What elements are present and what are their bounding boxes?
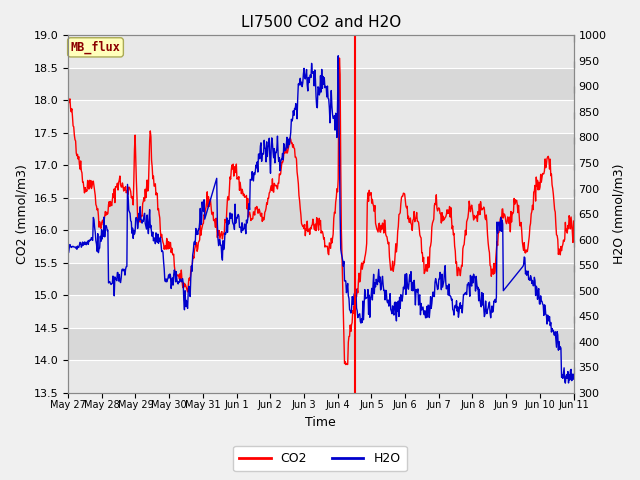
Bar	[68, 360, 573, 393]
Bar	[68, 100, 573, 133]
Y-axis label: H2O (mmol/m3): H2O (mmol/m3)	[612, 164, 625, 264]
Bar	[68, 263, 573, 295]
Bar	[68, 133, 573, 165]
Bar	[68, 328, 573, 360]
Bar	[68, 230, 573, 263]
Bar	[68, 165, 573, 198]
Bar	[68, 198, 573, 230]
Text: MB_flux: MB_flux	[70, 41, 120, 54]
Bar	[68, 295, 573, 328]
Legend: CO2, H2O: CO2, H2O	[233, 446, 407, 471]
X-axis label: Time: Time	[305, 416, 336, 429]
Bar	[68, 36, 573, 68]
Title: LI7500 CO2 and H2O: LI7500 CO2 and H2O	[241, 15, 401, 30]
Bar	[68, 68, 573, 100]
Y-axis label: CO2 (mmol/m3): CO2 (mmol/m3)	[15, 164, 28, 264]
